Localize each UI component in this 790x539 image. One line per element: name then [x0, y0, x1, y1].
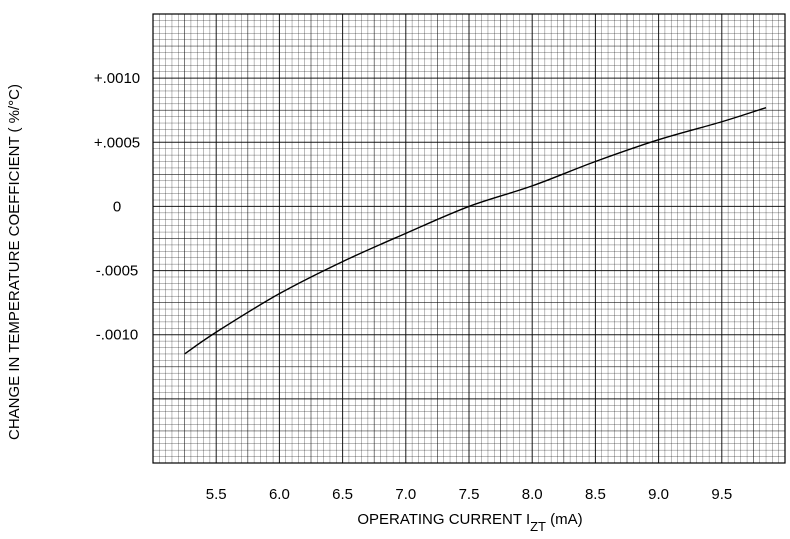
series-line-0: [184, 106, 767, 355]
x-tick-labels: 5.5 6.0 6.5 7.0 7.5 8.0 8.5 9.0 9.5: [206, 486, 732, 503]
x-tick-label: 9.0: [648, 486, 669, 503]
y-tick-label: +.0005: [94, 134, 140, 151]
x-tick-label: 9.5: [711, 486, 732, 503]
x-tick-label: 5.5: [206, 486, 227, 503]
y-tick-label: -.0005: [96, 263, 139, 280]
y-tick-label: -.0010: [96, 327, 139, 344]
series-layer: [184, 106, 767, 355]
x-tick-label: 7.5: [459, 486, 480, 503]
plot-frame: [152, 13, 786, 464]
x-tick-label: 7.0: [395, 486, 416, 503]
y-tick-label: 0: [113, 198, 121, 215]
x-tick-label: 8.0: [522, 486, 543, 503]
x-tick-label: 8.5: [585, 486, 606, 503]
x-axis-label: OPERATING CURRENT IZT (mA): [357, 511, 582, 534]
x-tick-label: 6.0: [269, 486, 290, 503]
y-axis-label: CHANGE IN TEMPERATURE COEFFICIENT ( %/°C…: [6, 84, 23, 440]
y-tick-labels: +.0010 +.0005 0 -.0005 -.0010: [94, 70, 140, 344]
y-tick-label: +.0010: [94, 70, 140, 87]
x-tick-label: 6.5: [332, 486, 353, 503]
